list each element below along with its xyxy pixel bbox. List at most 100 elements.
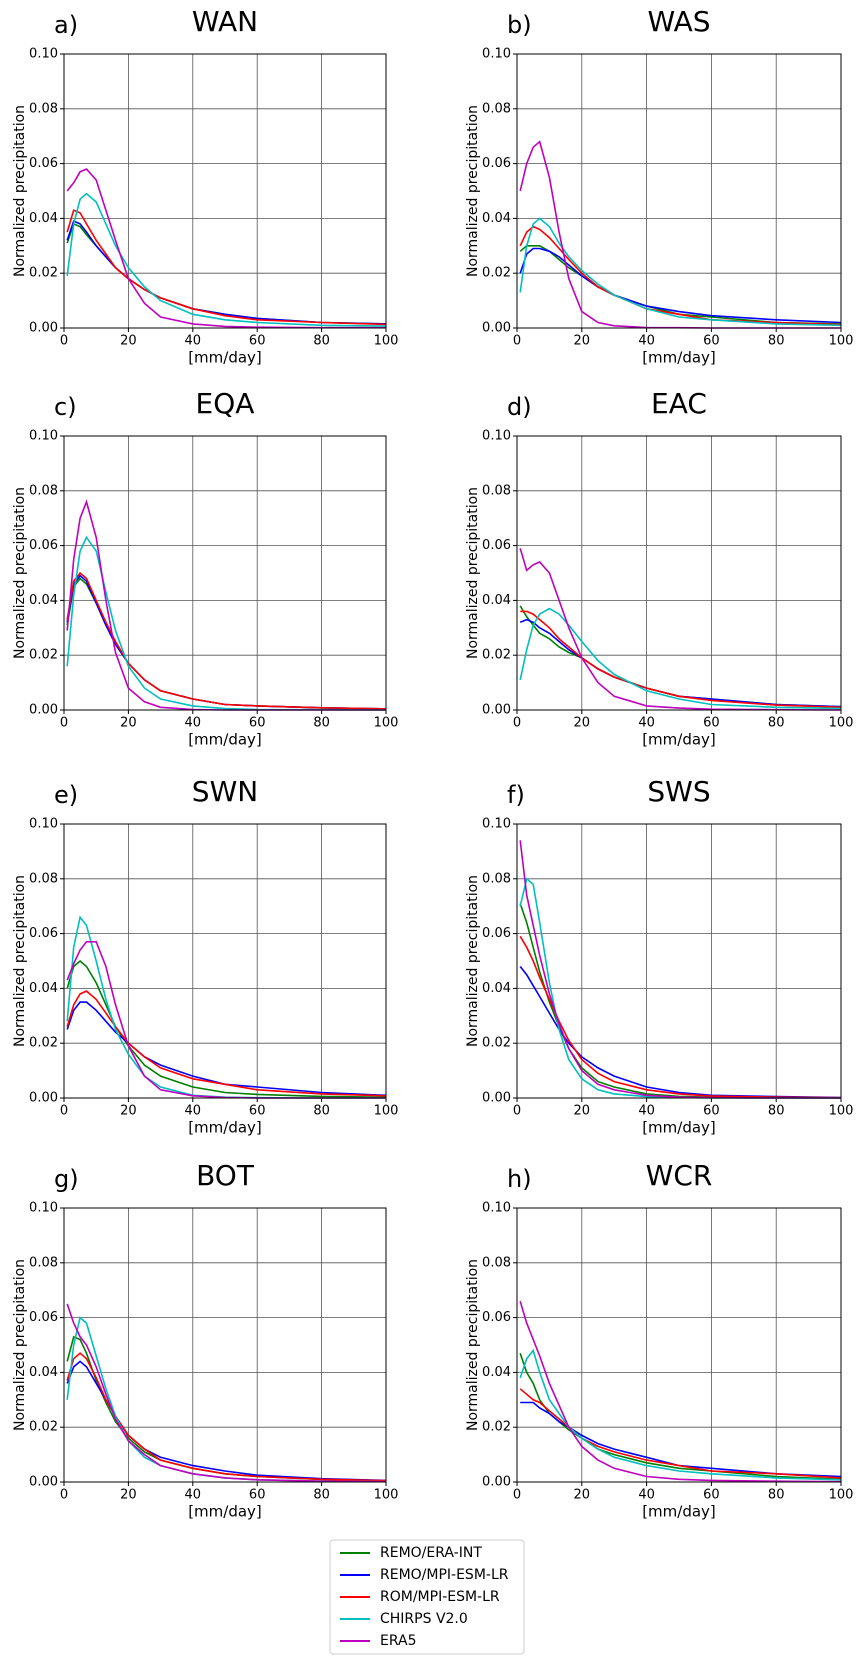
- data-line: [66, 499, 386, 711]
- panel-label: f): [507, 781, 525, 809]
- y-tick-label: 0.06: [482, 1310, 511, 1325]
- y-tick-label: 0.10: [482, 429, 511, 444]
- y-axis-label: Normalized precipitation: [465, 1259, 481, 1431]
- x-tick-label: 0: [60, 1104, 68, 1119]
- y-tick-label: 0.10: [29, 817, 58, 832]
- y-tick-label: 0.04: [482, 593, 511, 608]
- panel-label: h): [507, 1165, 532, 1193]
- y-axis-label: Normalized precipitation: [465, 105, 481, 277]
- x-tick-label: 100: [829, 334, 854, 349]
- plot-frame: [516, 53, 842, 329]
- x-tick-label: 40: [185, 1104, 202, 1119]
- y-tick-label: 0.10: [29, 47, 58, 62]
- y-tick-label: 0.10: [29, 429, 58, 444]
- x-tick-label: 60: [249, 1488, 266, 1503]
- x-tick-label: 100: [374, 334, 399, 349]
- x-tick-label: 100: [829, 1104, 854, 1119]
- data-line: [66, 192, 387, 327]
- y-tick-label: 0.06: [482, 156, 511, 171]
- x-tick-label: 80: [313, 1488, 330, 1503]
- plot-frame: [516, 823, 842, 1099]
- y-tick-label: 0.06: [29, 926, 58, 941]
- y-tick-label: 0.02: [29, 266, 58, 281]
- y-tick-label: 0.04: [29, 981, 58, 996]
- y-tick-label: 0.08: [482, 1255, 511, 1270]
- x-axis-label: [mm/day]: [188, 349, 262, 367]
- panel-label: c): [54, 393, 77, 421]
- x-tick-label: 40: [638, 716, 655, 731]
- y-tick-label: 0.08: [482, 871, 511, 886]
- data-line: [520, 1401, 842, 1478]
- x-tick-label: 20: [574, 716, 591, 731]
- x-tick-label: 100: [829, 1488, 854, 1503]
- y-tick-label: 0.10: [482, 817, 511, 832]
- chart-title: EQA: [196, 387, 255, 420]
- x-tick-label: 40: [638, 334, 655, 349]
- plot-frame: [516, 435, 842, 711]
- data-line: [519, 1348, 842, 1481]
- y-tick-label: 0.08: [29, 1255, 58, 1270]
- x-axis-label: [mm/day]: [642, 731, 716, 749]
- data-line: [66, 1335, 387, 1482]
- data-line: [66, 915, 386, 1099]
- chart-title: SWN: [192, 775, 258, 808]
- y-tick-label: 0.00: [29, 1475, 58, 1490]
- y-tick-label: 0.10: [29, 1201, 58, 1216]
- x-tick-label: 80: [768, 334, 785, 349]
- chart-title: WCR: [646, 1159, 713, 1192]
- x-tick-label: 80: [313, 334, 330, 349]
- y-tick-label: 0.00: [482, 703, 511, 718]
- y-tick-label: 0.04: [29, 593, 58, 608]
- y-tick-label: 0.00: [29, 703, 58, 718]
- data-line: [519, 605, 842, 708]
- y-tick-label: 0.00: [482, 1091, 511, 1106]
- plot-frame: [516, 1207, 842, 1483]
- y-tick-label: 0.10: [482, 1201, 511, 1216]
- x-tick-label: 80: [768, 1104, 785, 1119]
- x-tick-label: 80: [313, 716, 330, 731]
- data-line: [66, 990, 387, 1097]
- data-line: [519, 903, 842, 1099]
- x-tick-label: 20: [574, 334, 591, 349]
- x-tick-label: 0: [60, 716, 68, 731]
- data-line: [519, 1388, 842, 1479]
- x-tick-label: 0: [513, 334, 521, 349]
- x-tick-label: 60: [249, 716, 266, 731]
- y-tick-label: 0.04: [482, 1365, 511, 1380]
- data-line: [519, 217, 842, 327]
- legend-box: [329, 1539, 525, 1655]
- legend-label: ROM/MPI-ESM-LR: [380, 1589, 500, 1605]
- data-line: [519, 607, 842, 710]
- y-tick-label: 0.00: [29, 1091, 58, 1106]
- x-tick-label: 80: [768, 1488, 785, 1503]
- x-tick-label: 40: [185, 716, 202, 731]
- data-line: [66, 168, 386, 329]
- x-tick-label: 0: [513, 1104, 521, 1119]
- y-tick-label: 0.04: [482, 211, 511, 226]
- chart-title: EAC: [651, 387, 707, 420]
- x-axis-label: [mm/day]: [642, 349, 716, 367]
- plot-frame: [63, 53, 387, 329]
- x-tick-label: 60: [703, 334, 720, 349]
- data-line: [66, 941, 386, 1099]
- y-tick-label: 0.08: [29, 101, 58, 116]
- x-tick-label: 0: [513, 716, 521, 731]
- y-tick-label: 0.02: [482, 1420, 511, 1435]
- y-axis-label: Normalized precipitation: [12, 875, 28, 1047]
- x-tick-label: 80: [768, 716, 785, 731]
- y-tick-label: 0.08: [29, 483, 58, 498]
- y-axis-label: Normalized precipitation: [12, 105, 28, 277]
- data-line: [66, 535, 387, 711]
- plot-frame: [63, 435, 387, 711]
- x-tick-label: 40: [185, 1488, 202, 1503]
- chart-title: SWS: [647, 775, 710, 808]
- x-tick-label: 100: [374, 1488, 399, 1503]
- plot-frame: [63, 1207, 387, 1483]
- chart-title: WAS: [647, 5, 710, 38]
- x-axis-label: [mm/day]: [188, 731, 262, 749]
- data-line: [66, 1316, 387, 1483]
- y-tick-label: 0.04: [29, 1365, 58, 1380]
- x-axis-label: [mm/day]: [642, 1119, 716, 1137]
- y-tick-label: 0.08: [482, 101, 511, 116]
